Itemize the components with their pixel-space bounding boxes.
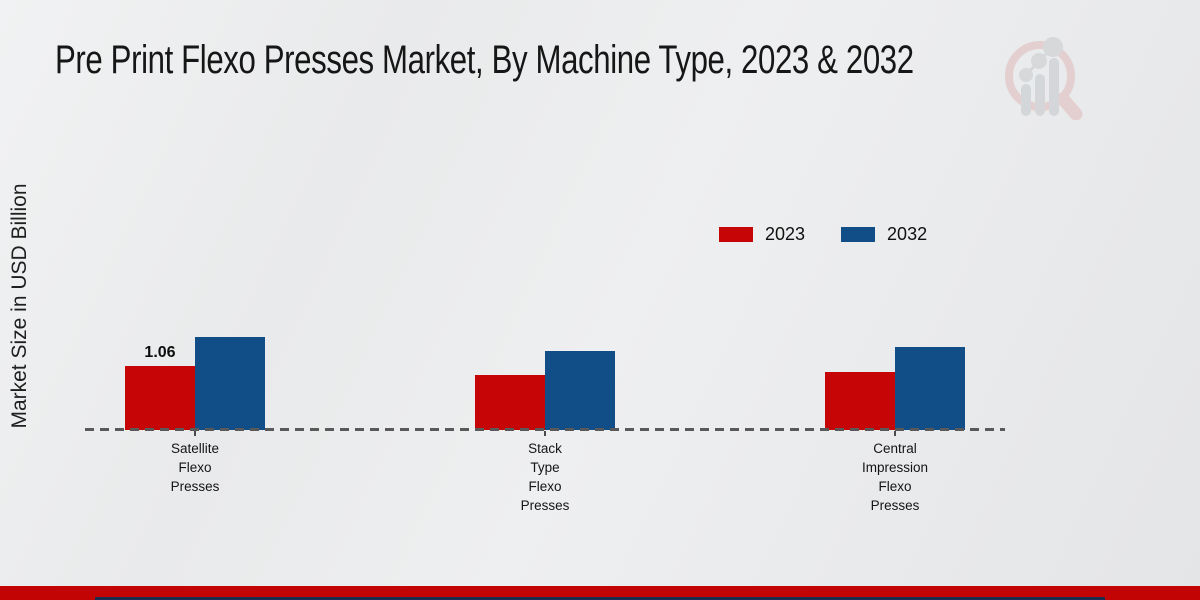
bar-2032-central-impression-flexo-presses bbox=[895, 347, 965, 430]
legend: 2023 2032 bbox=[719, 224, 927, 245]
y-axis-label: Market Size in USD Billion bbox=[8, 183, 31, 429]
bar-2023-satellite-flexo-presses bbox=[125, 366, 195, 430]
legend-swatch-2032 bbox=[841, 227, 876, 242]
x-axis-tick bbox=[194, 431, 196, 436]
legend-item-2023: 2023 bbox=[719, 224, 805, 245]
category-label: Stack Type Flexo Presses bbox=[520, 441, 570, 513]
bottom-accent-bar-navy bbox=[95, 597, 1105, 600]
x-axis-dashed-line bbox=[85, 428, 1005, 431]
bar-2032-stack-type-flexo-presses bbox=[545, 351, 615, 430]
bar-2023-central-impression-flexo-presses bbox=[825, 372, 895, 430]
bar-2032-satellite-flexo-presses bbox=[195, 337, 265, 430]
legend-item-2032: 2032 bbox=[841, 224, 927, 245]
legend-label-2032: 2032 bbox=[887, 224, 928, 244]
x-axis-tick bbox=[894, 431, 896, 436]
x-axis-tick bbox=[544, 431, 546, 436]
bottom-accent-bar-red bbox=[0, 586, 1200, 600]
bar-2023-stack-type-flexo-presses bbox=[475, 375, 545, 430]
chart-title: Pre Print Flexo Presses Market, By Machi… bbox=[55, 38, 914, 82]
market-research-future-logo-icon bbox=[1005, 37, 1083, 120]
category-label: Central Impression Flexo Presses bbox=[861, 441, 929, 513]
legend-label-2023: 2023 bbox=[765, 224, 806, 244]
category-label: Satellite Flexo Presses bbox=[170, 441, 220, 494]
legend-swatch-2023 bbox=[719, 227, 753, 242]
bar-value-label: 1.06 bbox=[144, 344, 176, 361]
